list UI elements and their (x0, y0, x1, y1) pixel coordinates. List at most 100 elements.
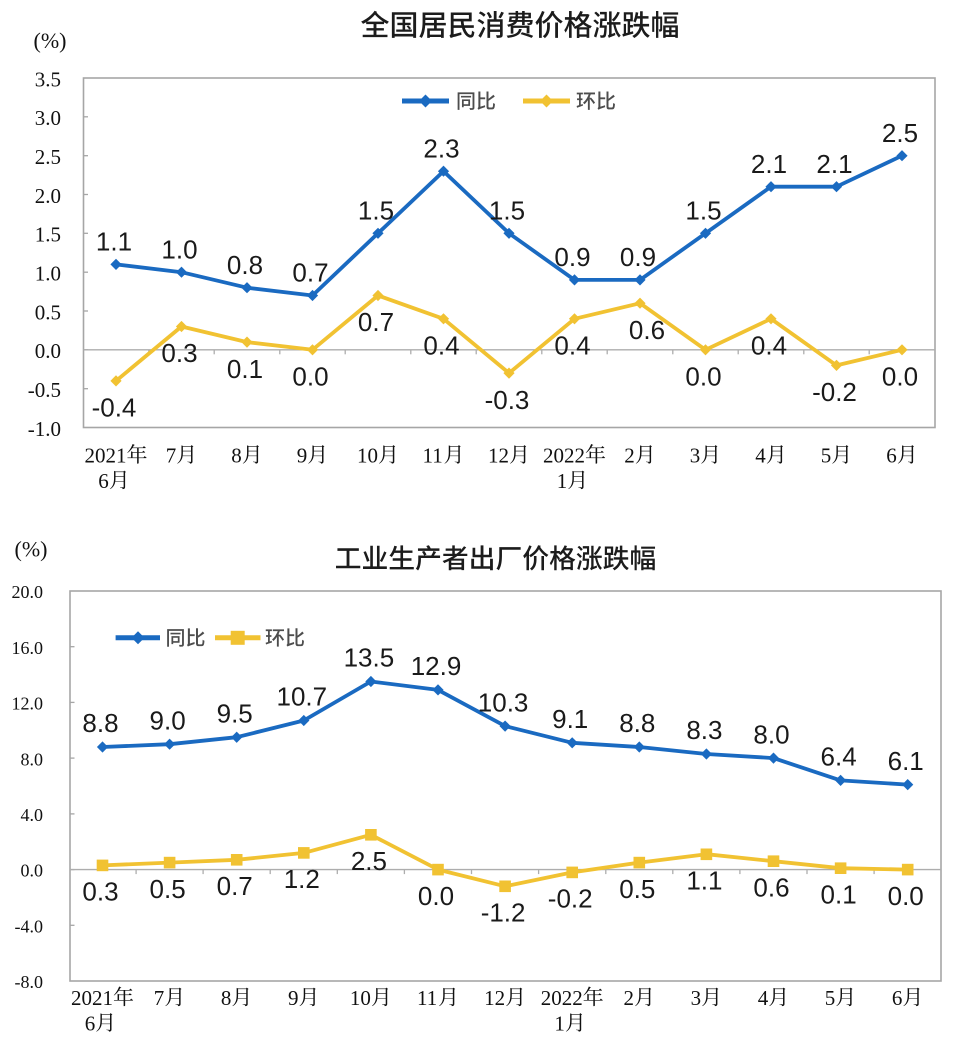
svg-text:2.1: 2.1 (751, 149, 787, 179)
svg-text:8.8: 8.8 (82, 708, 118, 738)
svg-text:-0.5: -0.5 (28, 378, 61, 402)
svg-text:0.9: 0.9 (620, 242, 656, 272)
svg-text:6: 6 (85, 1012, 96, 1036)
svg-text:6: 6 (892, 986, 903, 1010)
svg-text:0.0: 0.0 (292, 362, 328, 392)
svg-text:(%): (%) (15, 537, 48, 562)
svg-text:12.9: 12.9 (411, 651, 462, 681)
svg-text:2022: 2022 (541, 986, 583, 1010)
svg-text:0.6: 0.6 (629, 315, 665, 345)
svg-text:9.1: 9.1 (552, 704, 588, 734)
svg-text:9: 9 (297, 444, 308, 468)
svg-text:2.3: 2.3 (423, 133, 459, 163)
svg-text:0.4: 0.4 (423, 331, 459, 361)
svg-text:2.5: 2.5 (35, 145, 61, 169)
svg-text:3: 3 (690, 444, 701, 468)
svg-text:0.5: 0.5 (150, 874, 186, 904)
svg-text:1.5: 1.5 (35, 223, 61, 247)
svg-text:4.0: 4.0 (21, 805, 44, 825)
svg-text:1.5: 1.5 (489, 196, 525, 226)
svg-text:1.5: 1.5 (358, 196, 394, 226)
svg-text:-1.0: -1.0 (28, 417, 61, 441)
svg-text:1.1: 1.1 (686, 866, 722, 896)
svg-text:6: 6 (98, 469, 109, 493)
svg-text:3.5: 3.5 (35, 67, 61, 91)
svg-text:0.0: 0.0 (882, 362, 918, 392)
svg-text:0.4: 0.4 (751, 331, 787, 361)
svg-text:2: 2 (624, 986, 635, 1010)
svg-text:10: 10 (357, 444, 378, 468)
svg-text:-8.0: -8.0 (15, 972, 44, 992)
svg-text:11: 11 (417, 986, 437, 1010)
svg-text:5: 5 (825, 986, 836, 1010)
svg-text:2: 2 (624, 444, 635, 468)
svg-text:2.1: 2.1 (816, 149, 852, 179)
svg-text:1.2: 1.2 (284, 864, 320, 894)
svg-text:0.1: 0.1 (227, 354, 263, 384)
svg-text:2021: 2021 (85, 444, 127, 468)
svg-text:-0.2: -0.2 (548, 884, 593, 914)
svg-text:0.6: 0.6 (753, 872, 789, 902)
svg-text:0.3: 0.3 (82, 877, 118, 907)
svg-text:9.0: 9.0 (150, 705, 186, 735)
svg-text:16.0: 16.0 (12, 638, 44, 658)
svg-text:3: 3 (691, 986, 702, 1010)
svg-text:10: 10 (350, 986, 371, 1010)
svg-text:2021: 2021 (71, 986, 113, 1010)
svg-text:0.0: 0.0 (888, 881, 924, 911)
svg-text:2.5: 2.5 (882, 118, 918, 148)
svg-text:5: 5 (821, 444, 832, 468)
svg-text:6.1: 6.1 (888, 746, 924, 776)
svg-text:7: 7 (154, 986, 165, 1010)
svg-text:8.8: 8.8 (619, 708, 655, 738)
svg-text:0.7: 0.7 (292, 258, 328, 288)
svg-text:-4.0: -4.0 (15, 916, 44, 936)
svg-text:1.0: 1.0 (161, 234, 197, 264)
svg-text:1.1: 1.1 (96, 227, 132, 257)
svg-text:6: 6 (886, 444, 897, 468)
svg-text:0.0: 0.0 (21, 861, 44, 881)
svg-text:12: 12 (484, 986, 505, 1010)
svg-text:7: 7 (166, 444, 177, 468)
svg-text:0.5: 0.5 (619, 874, 655, 904)
svg-text:2.5: 2.5 (351, 846, 387, 876)
svg-text:8: 8 (231, 444, 242, 468)
svg-text:9.5: 9.5 (217, 699, 253, 729)
svg-text:1.5: 1.5 (685, 196, 721, 226)
svg-text:0.0: 0.0 (35, 339, 61, 363)
svg-text:3.0: 3.0 (35, 106, 61, 130)
svg-text:12: 12 (488, 444, 509, 468)
svg-text:-0.2: -0.2 (812, 377, 857, 407)
svg-text:0.7: 0.7 (358, 307, 394, 337)
svg-text:0.5: 0.5 (35, 300, 61, 324)
svg-text:0.1: 0.1 (821, 879, 857, 909)
svg-text:8.0: 8.0 (753, 719, 789, 749)
svg-text:-0.4: -0.4 (92, 393, 137, 423)
svg-text:0.4: 0.4 (554, 331, 590, 361)
svg-text:11: 11 (423, 444, 443, 468)
svg-text:8.0: 8.0 (21, 749, 44, 769)
svg-text:1: 1 (554, 1012, 565, 1036)
svg-text:0.3: 0.3 (161, 338, 197, 368)
svg-text:(%): (%) (34, 28, 67, 53)
svg-text:1: 1 (557, 469, 568, 493)
svg-text:8: 8 (221, 986, 232, 1010)
svg-text:2022: 2022 (543, 444, 585, 468)
svg-text:10.3: 10.3 (478, 687, 529, 717)
svg-text:0.0: 0.0 (685, 362, 721, 392)
svg-text:-1.2: -1.2 (481, 898, 526, 928)
svg-text:9: 9 (288, 986, 299, 1010)
svg-text:10.7: 10.7 (276, 682, 327, 712)
svg-text:0.8: 0.8 (227, 250, 263, 280)
svg-text:0.7: 0.7 (217, 871, 253, 901)
svg-text:0.9: 0.9 (554, 242, 590, 272)
svg-text:-0.3: -0.3 (485, 385, 530, 415)
svg-text:6.4: 6.4 (821, 742, 857, 772)
svg-text:12.0: 12.0 (12, 694, 44, 714)
svg-text:20.0: 20.0 (12, 582, 44, 602)
svg-text:1.0: 1.0 (35, 262, 61, 286)
svg-text:4: 4 (755, 444, 766, 468)
svg-text:0.0: 0.0 (418, 881, 454, 911)
svg-text:4: 4 (758, 986, 769, 1010)
svg-text:2.0: 2.0 (35, 184, 61, 208)
